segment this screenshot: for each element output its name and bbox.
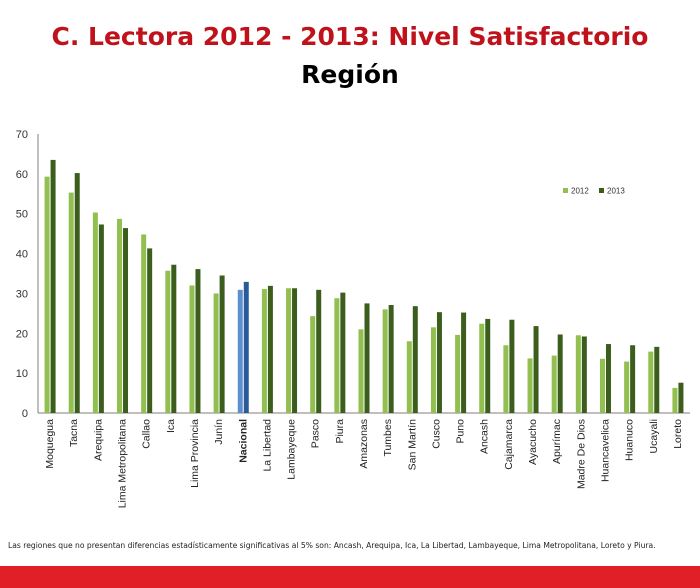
- bar-2013: [243, 281, 249, 413]
- bar-2013: [509, 319, 515, 413]
- bar-2012: [334, 298, 340, 413]
- bar-2013: [74, 173, 80, 413]
- x-tick-label: San Martín: [406, 419, 418, 471]
- legend-label-2013: 2013: [607, 187, 625, 196]
- chart-title: C. Lectora 2012 - 2013: Nivel Satisfacto…: [51, 22, 649, 51]
- legend-swatch-2013: [599, 188, 604, 193]
- bar-2013: [267, 285, 273, 413]
- bar-2012: [406, 341, 412, 413]
- bottom-bar: [0, 566, 700, 588]
- x-tick-label: Cusco: [430, 419, 442, 449]
- x-tick-label: Arequipa: [92, 419, 104, 461]
- x-tick-label: La Libertad: [261, 419, 273, 472]
- legend-label-2012: 2012: [571, 187, 589, 196]
- bar-2013: [630, 345, 636, 413]
- x-tick-label: Huanuco: [624, 419, 636, 461]
- x-tick-label: Puno: [455, 419, 467, 444]
- footnote: Las regiones que no presentan diferencia…: [8, 541, 656, 550]
- y-tick-label: 60: [16, 169, 28, 181]
- x-tick-label: Tumbes: [382, 419, 394, 457]
- bar-2012: [117, 218, 123, 413]
- bar-2013: [388, 304, 394, 413]
- bar-2012: [503, 345, 509, 413]
- x-tick-label: Nacional: [237, 419, 249, 463]
- bar-2012: [92, 212, 98, 413]
- x-tick-label: Piura: [334, 419, 346, 444]
- bar-2013: [605, 344, 611, 413]
- bar-2012: [286, 288, 292, 413]
- y-tick-label: 40: [16, 249, 28, 261]
- bar-2012: [261, 289, 267, 413]
- bar-2013: [219, 275, 225, 413]
- bar-chart: 0 10 20 30 40 50 60 70 Moquegua Tacna Arequipa Lima…: [16, 129, 690, 508]
- bar-2013: [147, 248, 153, 413]
- bar-2013: [533, 326, 539, 413]
- bar-2012: [189, 285, 195, 413]
- y-tick-label: 30: [16, 288, 28, 300]
- chart-subtitle: Región: [301, 60, 399, 89]
- x-tick-label: Apurímac: [551, 419, 563, 464]
- bar-2013: [654, 346, 660, 413]
- bar-2012: [551, 355, 557, 413]
- bar-2013: [436, 312, 442, 413]
- bar-2012: [575, 335, 581, 413]
- x-tick-label: Callao: [141, 419, 153, 449]
- bar-2013: [171, 264, 177, 413]
- bar-2013: [292, 288, 298, 413]
- bar-2013: [50, 159, 56, 413]
- bar-2013: [364, 303, 370, 413]
- bar-2013: [316, 289, 322, 413]
- x-tick-label: Madre De Dios: [575, 419, 587, 489]
- x-tick-label: Lima Metropolitana: [117, 419, 129, 508]
- bar-2012: [213, 293, 219, 413]
- x-tick-label: Cajamarca: [503, 419, 515, 470]
- bar-2012: [237, 289, 243, 413]
- bar-2012: [527, 358, 533, 413]
- bar-2012: [599, 358, 605, 413]
- bar-2012: [310, 316, 316, 413]
- x-tick-label: Ancash: [479, 419, 491, 454]
- bar-2012: [44, 176, 50, 413]
- bar-2012: [455, 334, 461, 413]
- bar-2013: [123, 228, 129, 413]
- bar-2013: [412, 306, 418, 413]
- y-tick-label: 20: [16, 328, 28, 340]
- x-tick-label: Pasco: [310, 419, 322, 448]
- x-tick-label: Junín: [213, 419, 225, 445]
- bar-2013: [485, 318, 491, 413]
- bar-2013: [557, 334, 563, 413]
- x-tick-label: Loreto: [672, 419, 684, 449]
- bar-2012: [624, 361, 630, 413]
- x-tick-label: Moquegua: [44, 419, 56, 469]
- legend-swatch-2012: [563, 188, 568, 193]
- x-tick-label: Ucayali: [648, 419, 660, 453]
- x-tick-label: Lambayeque: [286, 419, 298, 480]
- y-tick-label: 50: [16, 209, 28, 221]
- bar-2012: [479, 323, 485, 413]
- bar-2012: [430, 327, 436, 413]
- bar-2012: [68, 192, 74, 413]
- bar-2013: [340, 292, 346, 413]
- x-tick-label: Lima Provincia: [189, 419, 201, 488]
- bar-2013: [195, 269, 201, 413]
- x-tick-label: Tacna: [68, 419, 80, 447]
- x-tick-label: Amazonas: [358, 419, 370, 469]
- bar-2012: [648, 351, 654, 413]
- y-tick-label: 0: [22, 408, 28, 420]
- bar-2013: [678, 382, 684, 413]
- x-tick-label: Ica: [165, 419, 177, 433]
- bar-2012: [141, 234, 147, 413]
- bar-2013: [461, 312, 467, 413]
- x-tick-label: Huancavelica: [599, 419, 611, 482]
- bar-2012: [165, 270, 171, 413]
- bar-2012: [358, 329, 364, 413]
- y-tick-label: 70: [16, 129, 28, 141]
- bar-2013: [98, 224, 104, 413]
- x-tick-label: Ayacucho: [527, 419, 539, 465]
- bar-2012: [382, 309, 388, 413]
- bar-2013: [581, 336, 587, 413]
- bar-2012: [672, 387, 678, 413]
- y-tick-label: 10: [16, 368, 28, 380]
